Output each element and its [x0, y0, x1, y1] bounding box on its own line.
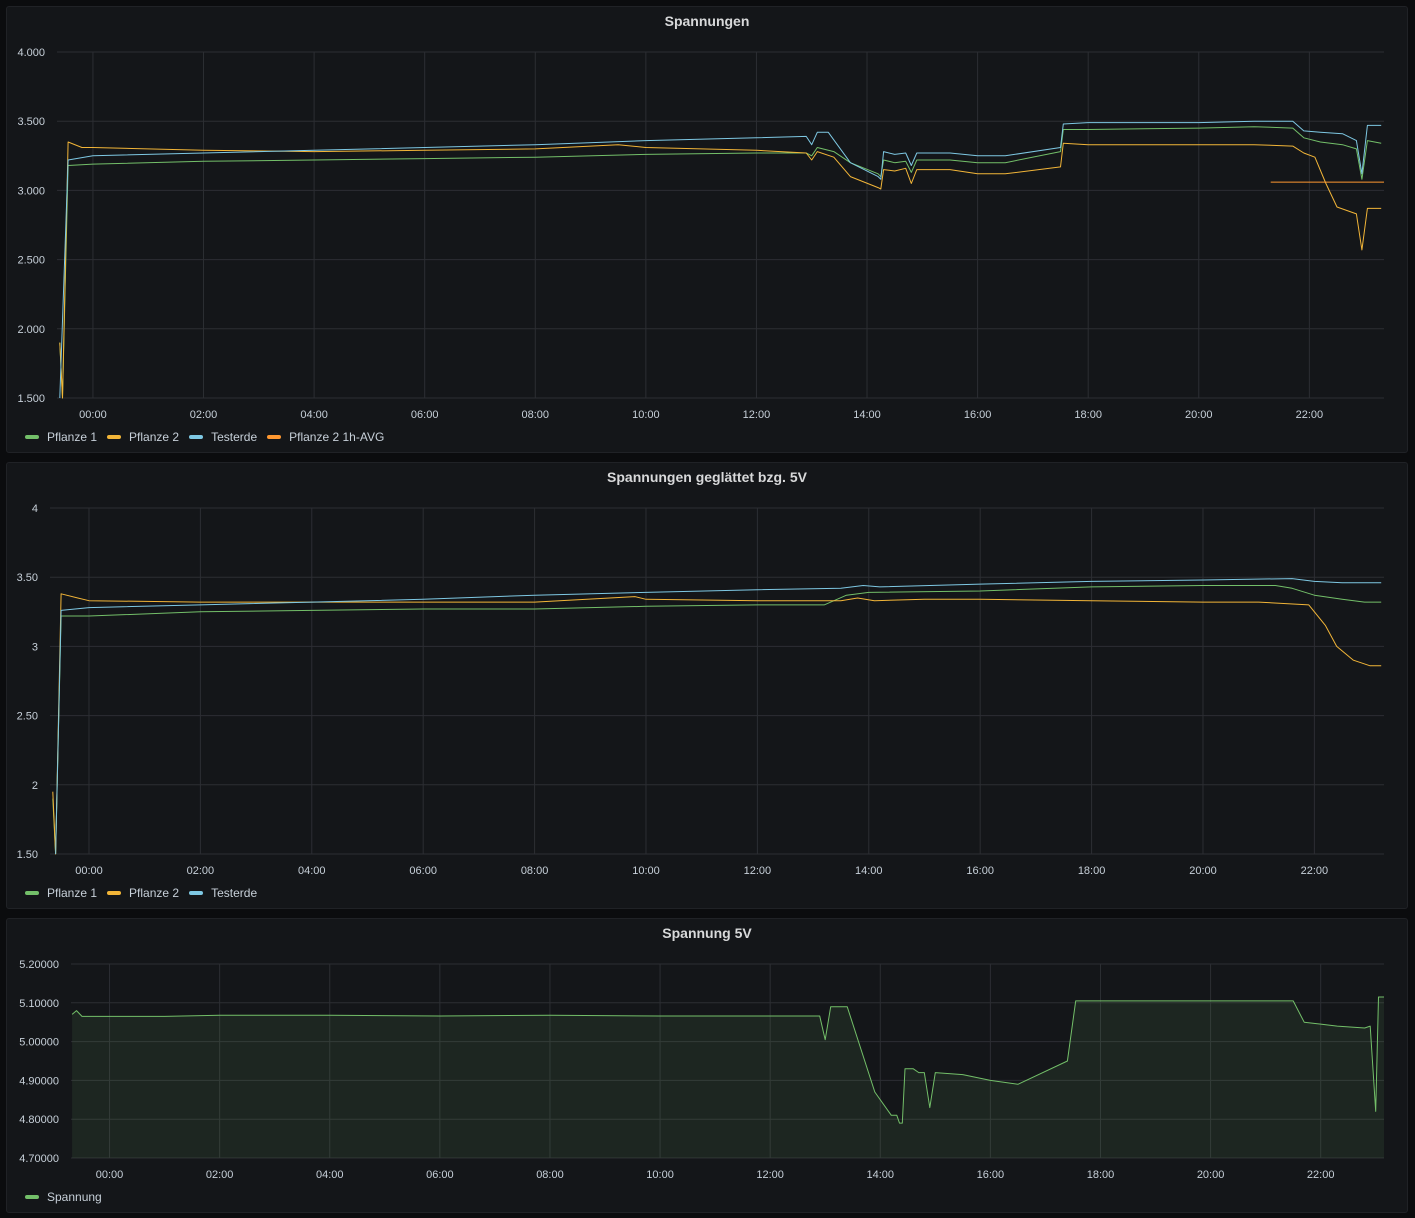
- x-tick-label: 08:00: [522, 409, 550, 421]
- legend-swatch: [25, 891, 39, 895]
- series-line-1[interactable]: [59, 141, 1382, 399]
- x-tick-label: 20:00: [1197, 1169, 1225, 1181]
- x-tick-label: 08:00: [536, 1169, 564, 1181]
- legend: Pflanze 1 Pflanze 2 Testerde Pflanze 2 1h-A…: [25, 430, 384, 444]
- x-tick-label: 18:00: [1087, 1169, 1115, 1181]
- y-tick-label: 5.10000: [19, 998, 59, 1010]
- legend-label: Pflanze 2: [129, 886, 180, 900]
- series-line-0[interactable]: [71, 996, 1384, 1124]
- y-tick-label: 5.20000: [19, 959, 59, 971]
- x-tick-label: 14:00: [853, 409, 881, 421]
- x-tick-label: 22:00: [1301, 865, 1329, 877]
- legend-swatch: [267, 435, 282, 439]
- x-tick-label: 02:00: [190, 409, 218, 421]
- legend-item[interactable]: Pflanze 2 1h-AVG: [267, 430, 384, 444]
- x-tick-label: 22:00: [1296, 409, 1324, 421]
- y-tick-label: 4.80000: [19, 1114, 59, 1126]
- chart-plot[interactable]: 1.500 2.000 2.500 3.000 3.500 4.000 00:00 02:00…: [7, 7, 1407, 427]
- legend-item[interactable]: Testerde: [189, 886, 257, 900]
- legend-item[interactable]: Pflanze 1: [25, 430, 97, 444]
- y-tick-label: 1.500: [17, 393, 45, 405]
- x-tick-label: 00:00: [79, 409, 107, 421]
- y-tick-label: 1.50: [17, 849, 38, 861]
- legend-item[interactable]: Spannung: [25, 1190, 102, 1204]
- series-line-1[interactable]: [52, 593, 1382, 855]
- legend-label: Pflanze 2: [129, 430, 180, 444]
- x-tick-label: 18:00: [1074, 409, 1102, 421]
- y-tick-label: 4.70000: [19, 1153, 59, 1165]
- x-tick-label: 04:00: [316, 1169, 344, 1181]
- series-line-2[interactable]: [55, 578, 1382, 855]
- panel-spannung-5v: Spannung 5V 4.70000 4.80000 4.90000 5.00000…: [6, 918, 1408, 1213]
- y-tick-label: 2.50: [17, 711, 38, 723]
- x-tick-label: 20:00: [1185, 409, 1213, 421]
- x-tick-label: 04:00: [300, 409, 328, 421]
- y-tick-label: 3.500: [17, 116, 45, 128]
- x-tick-label: 12:00: [744, 865, 772, 877]
- y-tick-label: 3.50: [17, 572, 38, 584]
- y-tick-label: 4.90000: [19, 1075, 59, 1087]
- x-tick-label: 08:00: [521, 865, 549, 877]
- legend-swatch: [189, 435, 204, 439]
- legend-swatch: [107, 891, 122, 895]
- y-tick-label: 5.00000: [19, 1037, 59, 1049]
- y-tick-label: 2.000: [17, 324, 45, 336]
- y-tick-label: 4: [32, 503, 38, 515]
- x-tick-label: 20:00: [1189, 865, 1217, 877]
- chart-plot[interactable]: 1.50 2 2.50 3 3.50 4 00:00 02:00 04:00 06:00 08:00…: [7, 463, 1407, 883]
- x-tick-label: 02:00: [187, 865, 215, 877]
- legend-item[interactable]: Pflanze 1: [25, 886, 97, 900]
- x-tick-label: 16:00: [964, 409, 992, 421]
- x-tick-label: 04:00: [298, 865, 326, 877]
- x-tick-label: 06:00: [426, 1169, 454, 1181]
- y-tick-label: 2.500: [17, 255, 45, 267]
- x-tick-label: 12:00: [743, 409, 771, 421]
- legend-label: Spannung: [47, 1190, 102, 1204]
- x-tick-label: 18:00: [1078, 865, 1106, 877]
- legend-swatch: [107, 435, 122, 439]
- legend: Spannung: [25, 1190, 102, 1204]
- legend-swatch: [25, 1195, 39, 1199]
- legend-swatch: [189, 891, 204, 895]
- y-tick-label: 4.000: [17, 47, 45, 59]
- legend: Pflanze 1 Pflanze 2 Testerde: [25, 886, 257, 900]
- y-tick-label: 3: [32, 641, 38, 653]
- series-line-2[interactable]: [59, 120, 1382, 399]
- legend-label: Pflanze 1: [47, 430, 98, 444]
- legend-swatch: [25, 435, 39, 439]
- legend-item[interactable]: Pflanze 2: [107, 430, 179, 444]
- y-tick-label: 2: [32, 780, 38, 792]
- panel-title[interactable]: Spannungen geglättet bzg. 5V: [607, 469, 807, 485]
- legend-label: Pflanze 1: [47, 886, 98, 900]
- x-tick-label: 16:00: [966, 865, 994, 877]
- panel-title[interactable]: Spannung 5V: [662, 925, 752, 941]
- panel-title[interactable]: Spannungen: [664, 13, 750, 29]
- x-tick-label: 10:00: [632, 409, 660, 421]
- x-tick-label: 22:00: [1307, 1169, 1335, 1181]
- series-area-0: [72, 997, 1385, 1158]
- legend-label: Testerde: [211, 430, 258, 444]
- series-line-0[interactable]: [52, 585, 1382, 855]
- x-tick-label: 00:00: [96, 1169, 124, 1181]
- x-tick-label: 10:00: [646, 1169, 674, 1181]
- x-tick-label: 14:00: [855, 865, 883, 877]
- series-line-0[interactable]: [59, 126, 1382, 399]
- x-tick-label: 00:00: [75, 865, 103, 877]
- x-tick-label: 10:00: [632, 865, 660, 877]
- x-tick-label: 16:00: [977, 1169, 1005, 1181]
- x-tick-label: 14:00: [867, 1169, 895, 1181]
- legend-label: Pflanze 2 1h-AVG: [289, 430, 385, 444]
- x-tick-label: 02:00: [206, 1169, 234, 1181]
- chart-plot[interactable]: 4.70000 4.80000 4.90000 5.00000 5.10000 5.200…: [7, 919, 1407, 1189]
- x-tick-label: 06:00: [411, 409, 439, 421]
- legend-item[interactable]: Pflanze 2: [107, 886, 179, 900]
- panel-spannungen: Spannungen 1.500 2.000 2.500 3.000 3.500 4.00…: [6, 6, 1408, 453]
- y-tick-label: 3.000: [17, 185, 45, 197]
- x-tick-label: 06:00: [409, 865, 437, 877]
- x-tick-label: 12:00: [756, 1169, 784, 1181]
- legend-label: Testerde: [211, 886, 258, 900]
- panel-spannungen-geglaettet: Spannungen geglättet bzg. 5V 1.50 2 2.50 3 3…: [6, 462, 1408, 909]
- legend-item[interactable]: Testerde: [189, 430, 257, 444]
